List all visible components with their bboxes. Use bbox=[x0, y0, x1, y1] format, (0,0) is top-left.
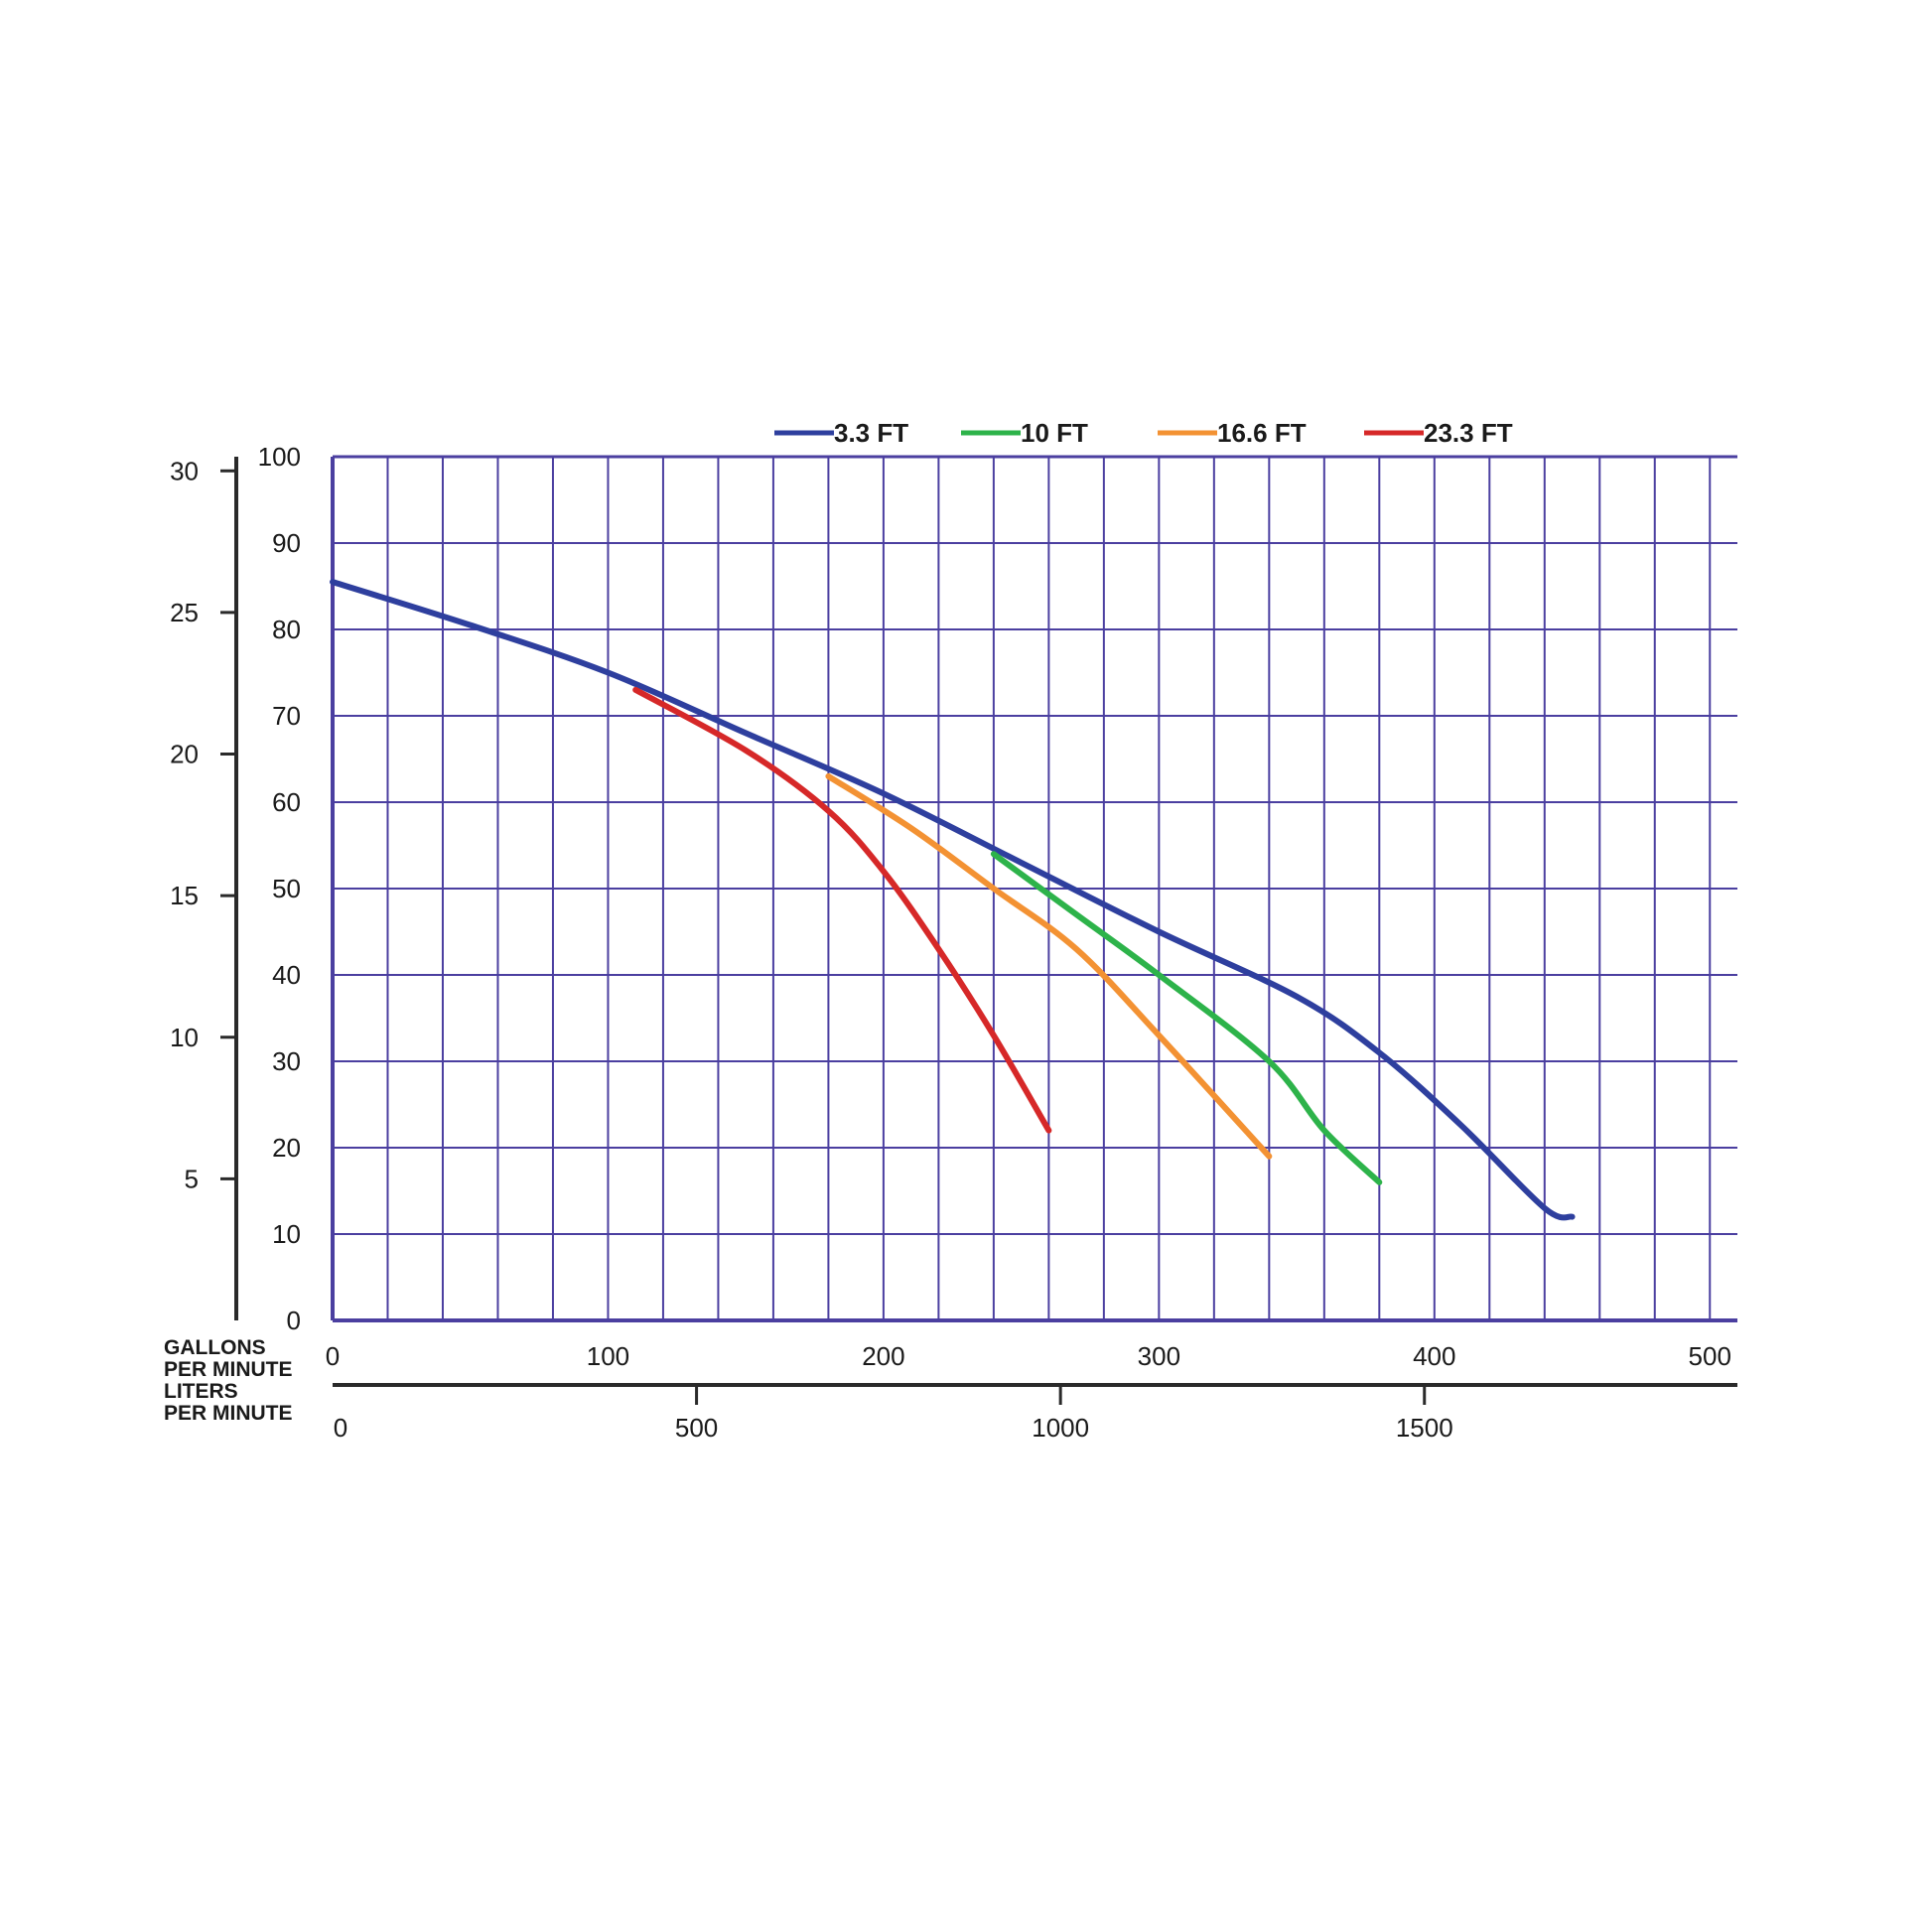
legend-label: 23.3 FT bbox=[1424, 418, 1513, 448]
y-tick-label: 100 bbox=[258, 442, 301, 472]
x2-tick-label: 0 bbox=[334, 1413, 347, 1443]
x-unit-label-line1: GALLONS bbox=[164, 1336, 266, 1359]
x-tick-label: 500 bbox=[1689, 1341, 1731, 1371]
x-tick-label: 100 bbox=[587, 1341, 629, 1371]
y-tick-label: 50 bbox=[272, 874, 301, 903]
x2-tick-label: 500 bbox=[675, 1413, 718, 1443]
y-tick-label: 40 bbox=[272, 960, 301, 990]
series-line-23-3-ft bbox=[632, 686, 1052, 1134]
x-tick-label: 200 bbox=[862, 1341, 904, 1371]
x2-unit-label-line1: LITERS bbox=[164, 1380, 238, 1403]
legend-label: 16.6 FT bbox=[1217, 418, 1307, 448]
y-tick-label: 90 bbox=[272, 528, 301, 558]
series-line-3-3-ft bbox=[330, 579, 1576, 1221]
x2-tick-label: 1500 bbox=[1396, 1413, 1453, 1443]
y-tick-label: 20 bbox=[272, 1133, 301, 1163]
y2-tick-label: 10 bbox=[170, 1023, 199, 1052]
legend-label: 10 FT bbox=[1021, 418, 1088, 448]
series-line-10-ft bbox=[990, 851, 1383, 1185]
x2-unit-label-line2: PER MINUTE bbox=[164, 1402, 293, 1425]
legend-label: 3.3 FT bbox=[834, 418, 908, 448]
x-tick-label: 0 bbox=[326, 1341, 340, 1371]
x-tick-label: 400 bbox=[1413, 1341, 1455, 1371]
y2-tick-label: 30 bbox=[170, 456, 199, 485]
y-tick-label: 70 bbox=[272, 701, 301, 731]
x-unit-label-line2: PER MINUTE bbox=[164, 1358, 293, 1381]
y-tick-label: 60 bbox=[272, 787, 301, 817]
y-tick-label: 30 bbox=[272, 1046, 301, 1076]
y-tick-label: 80 bbox=[272, 615, 301, 644]
y-tick-label: 10 bbox=[272, 1219, 301, 1249]
y2-tick-label: 20 bbox=[170, 740, 199, 769]
y2-tick-label: 25 bbox=[170, 598, 199, 627]
y2-tick-label: 5 bbox=[185, 1164, 199, 1193]
x2-tick-label: 1000 bbox=[1032, 1413, 1089, 1443]
series-lines bbox=[330, 579, 1576, 1221]
legend: 3.3 FT 10 FT 16.6 FT 23.3 FT bbox=[774, 418, 1513, 448]
y-tick-label: 0 bbox=[287, 1306, 301, 1335]
series-line-16-6-ft bbox=[825, 772, 1273, 1160]
y2-tick-label: 15 bbox=[170, 881, 199, 910]
x-tick-label: 300 bbox=[1138, 1341, 1180, 1371]
